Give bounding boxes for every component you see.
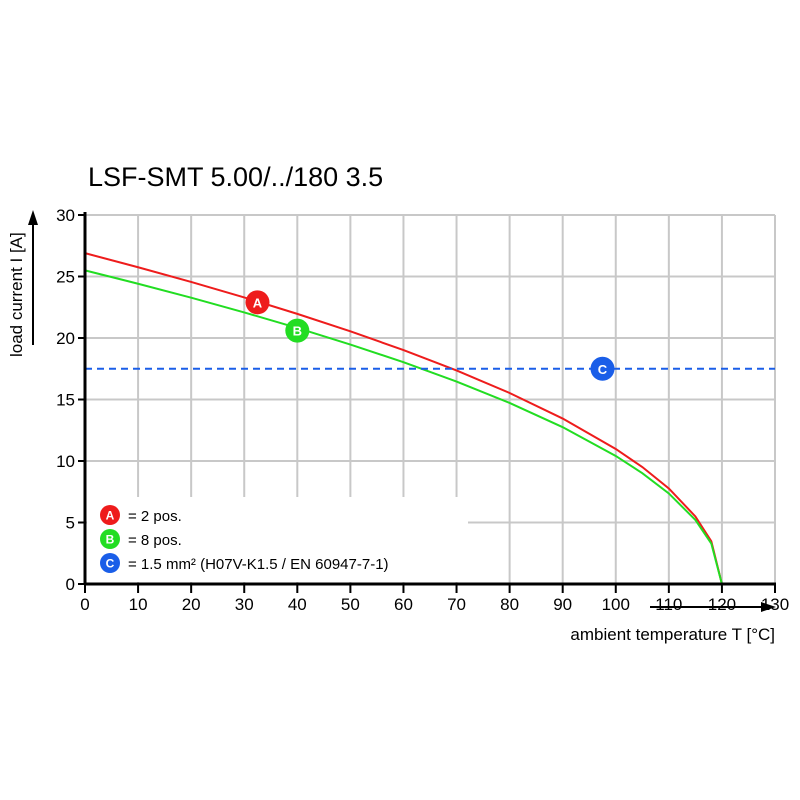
marker-label: A — [253, 295, 263, 310]
legend: A = 2 pos. B = 8 pos. C = 1.5 mm² (H07V-K1.5 … — [100, 505, 389, 573]
marker-label: C — [598, 362, 608, 377]
axes — [78, 212, 776, 593]
legend-badge-label: A — [106, 509, 115, 523]
marker-B: B — [285, 318, 310, 343]
legend-item-B: B = 8 pos. — [100, 529, 182, 549]
marker-C: C — [590, 356, 615, 381]
y-tick-label: 10 — [56, 452, 75, 471]
y-tick-label: 0 — [66, 575, 75, 594]
y-tick-label: 5 — [66, 514, 75, 533]
x-tick-label: 30 — [235, 595, 254, 614]
x-tick-label: 40 — [288, 595, 307, 614]
y-tick-label: 30 — [56, 206, 75, 225]
x-tick-label: 70 — [447, 595, 466, 614]
legend-badge — [100, 553, 120, 573]
legend-text: = 1.5 mm² (H07V-K1.5 / EN 60947-7-1) — [128, 556, 389, 573]
x-tick-label: 100 — [602, 595, 630, 614]
legend-background — [87, 497, 468, 582]
x-tick-label: 50 — [341, 595, 360, 614]
x-tick-label: 20 — [182, 595, 201, 614]
x-tick-label: 120 — [708, 595, 736, 614]
chart-title: LSF-SMT 5.00/../180 3.5 — [88, 162, 383, 192]
legend-item-C: C = 1.5 mm² (H07V-K1.5 / EN 60947-7-1) — [100, 553, 389, 573]
x-tick-label: 90 — [553, 595, 572, 614]
tick-labels: 0 10 20 30 40 50 60 70 80 90 100 110 120 130051015202… — [56, 206, 789, 614]
legend-text: = 2 pos. — [128, 508, 182, 525]
marker-A: A — [245, 290, 270, 315]
y-tick-label: 25 — [56, 268, 75, 287]
x-axis-label: ambient temperature T [°C] — [570, 625, 775, 644]
x-axis-arrow — [650, 602, 776, 612]
x-tick-label: 10 — [129, 595, 148, 614]
legend-badge — [100, 505, 120, 525]
x-tick-label: 80 — [500, 595, 519, 614]
x-tick-label: 0 — [80, 595, 89, 614]
legend-badge-label: B — [106, 533, 115, 547]
y-tick-label: 15 — [56, 391, 75, 410]
marker-circle — [590, 356, 615, 381]
x-tick-label: 60 — [394, 595, 413, 614]
marker-circle — [245, 290, 270, 315]
marker-label: B — [293, 324, 302, 339]
legend-item-A: A = 2 pos. — [100, 505, 182, 525]
y-axis-arrow — [28, 210, 38, 345]
legend-text: = 8 pos. — [128, 532, 182, 549]
series-line-B — [84, 269, 723, 585]
marker-circle — [285, 318, 310, 343]
x-tick-label: 110 — [655, 595, 682, 614]
legend-badge-label: C — [106, 557, 115, 571]
series-markers: A B C — [245, 290, 615, 381]
y-axis-label: load current I [A] — [7, 232, 26, 357]
series-line-A — [84, 252, 723, 585]
y-tick-label: 20 — [56, 329, 75, 348]
legend-badge — [100, 529, 120, 549]
series-group — [84, 252, 775, 585]
